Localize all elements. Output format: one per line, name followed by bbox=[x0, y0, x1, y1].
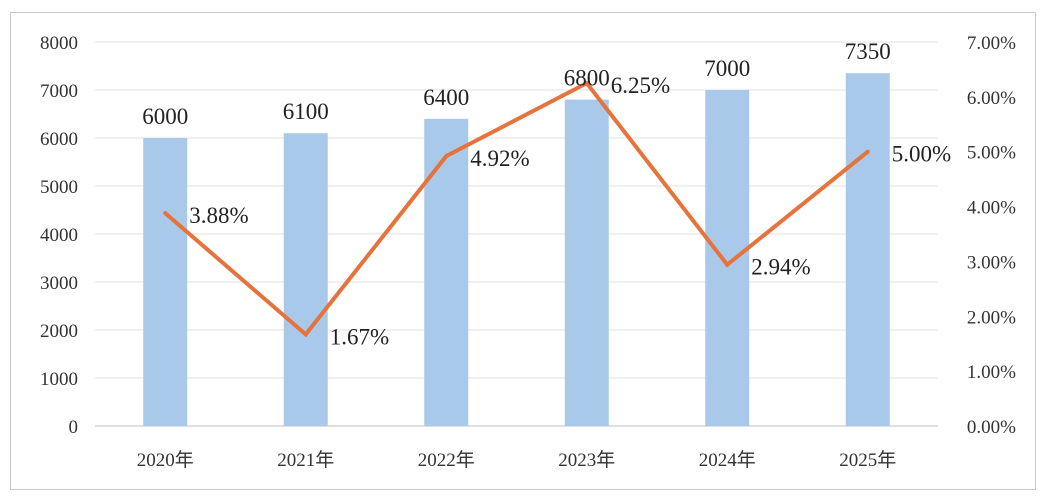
bar-data-label: 6100 bbox=[283, 99, 329, 124]
line-path bbox=[163, 80, 870, 338]
right-axis-tick-label: 3.00% bbox=[967, 252, 1016, 273]
bar-data-label: 6000 bbox=[142, 104, 188, 129]
left-axis-tick-label: 7000 bbox=[40, 81, 78, 102]
x-axis-tick-label: 2024年 bbox=[699, 449, 756, 471]
left-axis-tick-label: 4000 bbox=[40, 225, 78, 246]
bar-data-labels: 6000 6100 6400 6800 7000 7350 bbox=[142, 39, 891, 129]
right-axis-ticks: 0.00% 1.00% 2.00% 3.00% 4.00% 5.00% 6.00% 7.00% bbox=[967, 33, 1016, 438]
line-point bbox=[584, 81, 589, 86]
gridlines bbox=[95, 41, 938, 427]
bar-data-label: 6400 bbox=[423, 85, 469, 110]
left-axis-tick-label: 8000 bbox=[40, 33, 78, 54]
bar-data-label: 7000 bbox=[704, 56, 750, 81]
line-data-label: 6.25% bbox=[611, 73, 670, 98]
left-axis-tick-label: 6000 bbox=[40, 129, 78, 150]
line-data-label: 1.67% bbox=[330, 324, 389, 349]
line-data-labels: 3.88% 1.67% 4.92% 6.25% 2.94% 5.00% bbox=[189, 73, 951, 349]
line-data-label: 3.88% bbox=[189, 203, 248, 228]
left-axis-tick-label: 3000 bbox=[40, 273, 78, 294]
right-axis-tick-label: 6.00% bbox=[967, 88, 1016, 109]
line-point bbox=[725, 262, 730, 267]
left-axis-tick-label: 0 bbox=[69, 417, 79, 438]
bar bbox=[705, 90, 750, 426]
x-axis-tick-label: 2022年 bbox=[418, 449, 475, 471]
line-series bbox=[163, 80, 870, 338]
bar-data-label: 6800 bbox=[564, 66, 610, 91]
bar bbox=[564, 99, 609, 426]
bar bbox=[283, 133, 328, 426]
x-axis-ticks: 2020年 2021年 2022年 2023年 2024年 2025年 bbox=[137, 449, 897, 471]
line-point bbox=[444, 154, 449, 159]
left-axis-tick-label: 2000 bbox=[40, 321, 78, 342]
right-axis-tick-label: 0.00% bbox=[967, 417, 1016, 438]
line-point bbox=[865, 149, 870, 154]
right-axis-tick-label: 5.00% bbox=[967, 143, 1016, 164]
right-axis-tick-label: 4.00% bbox=[967, 198, 1016, 219]
left-axis-tick-label: 1000 bbox=[40, 369, 78, 390]
line-point bbox=[163, 211, 168, 216]
right-axis-tick-label: 1.00% bbox=[967, 362, 1016, 383]
x-axis-tick-label: 2021年 bbox=[277, 449, 334, 471]
left-axis-ticks: 0 1000 2000 3000 4000 5000 6000 7000 8000 bbox=[40, 33, 78, 438]
bar-data-label: 7350 bbox=[845, 39, 891, 64]
x-axis-tick-label: 2023年 bbox=[558, 449, 615, 471]
left-axis-tick-label: 5000 bbox=[40, 177, 78, 198]
right-axis-tick-label: 2.00% bbox=[967, 307, 1016, 328]
line-data-label: 4.92% bbox=[470, 146, 529, 171]
bar bbox=[845, 73, 890, 426]
line-point bbox=[303, 332, 308, 337]
bar-series bbox=[143, 73, 890, 427]
bar bbox=[143, 138, 188, 426]
right-axis-tick-label: 7.00% bbox=[967, 33, 1016, 54]
x-axis-tick-label: 2025年 bbox=[839, 449, 896, 471]
line-data-label: 5.00% bbox=[892, 142, 951, 167]
bar bbox=[424, 118, 469, 427]
line-data-label: 2.94% bbox=[751, 255, 810, 280]
x-axis-tick-label: 2020年 bbox=[137, 449, 194, 471]
